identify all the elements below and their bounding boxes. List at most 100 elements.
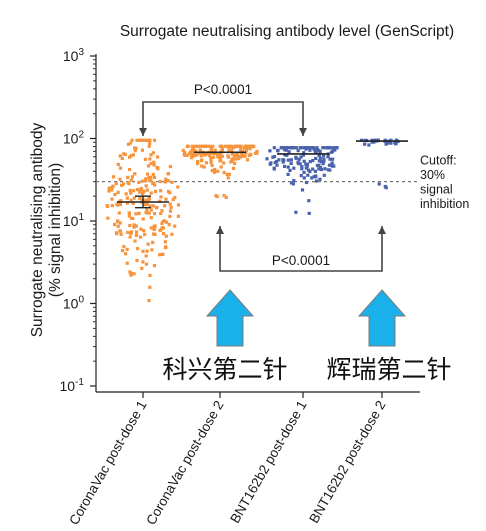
data-point xyxy=(288,168,292,172)
data-point xyxy=(106,204,110,208)
up-arrow-icon xyxy=(205,289,255,347)
data-point xyxy=(118,202,123,206)
data-point xyxy=(308,169,312,174)
data-point xyxy=(236,156,241,161)
data-point xyxy=(281,158,285,162)
comparison-brackets: P<0.0001 P<0.0001 xyxy=(139,82,386,272)
data-point xyxy=(312,148,316,152)
data-point xyxy=(313,169,317,173)
data-point xyxy=(244,144,248,148)
data-point xyxy=(141,249,145,253)
data-point xyxy=(285,146,289,150)
data-point xyxy=(145,198,149,202)
comparison-bracket xyxy=(219,226,383,272)
data-point xyxy=(168,202,172,206)
data-point xyxy=(198,148,202,152)
data-point xyxy=(331,146,335,150)
data-point xyxy=(125,201,129,205)
data-point xyxy=(330,161,334,165)
data-point xyxy=(147,299,151,303)
data-point xyxy=(163,180,167,184)
data-point xyxy=(277,158,281,162)
data-point xyxy=(190,149,194,153)
data-point xyxy=(304,146,308,150)
data-point xyxy=(199,154,203,158)
data-point xyxy=(376,138,380,142)
data-point xyxy=(152,160,156,164)
data-point xyxy=(161,219,165,224)
y-tick-label: 100 xyxy=(63,295,85,312)
data-point xyxy=(321,162,325,166)
data-point xyxy=(130,230,134,234)
data-point xyxy=(395,138,399,142)
data-point xyxy=(141,179,145,183)
data-point xyxy=(129,141,133,145)
data-point xyxy=(239,147,243,151)
data-point xyxy=(151,151,155,155)
data-point xyxy=(227,172,231,176)
data-point xyxy=(246,158,250,162)
comparison-arrowhead xyxy=(299,128,307,136)
data-point xyxy=(196,144,200,148)
cutoff-label-line: Cutoff: xyxy=(420,154,457,168)
data-point xyxy=(322,173,326,177)
data-point xyxy=(220,147,224,151)
data-point xyxy=(160,209,164,213)
data-point xyxy=(135,258,139,263)
data-point xyxy=(138,190,142,194)
data-point xyxy=(141,217,145,221)
data-point xyxy=(271,155,275,159)
data-point xyxy=(156,167,160,171)
y-tick-base: 10 xyxy=(63,296,79,312)
data-point xyxy=(247,153,251,158)
y-tick-exponent: 1 xyxy=(78,212,84,223)
data-point xyxy=(145,202,149,206)
data-point xyxy=(144,262,149,266)
data-point xyxy=(128,270,132,274)
data-point xyxy=(328,157,332,161)
comparison-arrowhead xyxy=(139,128,147,136)
data-point xyxy=(318,150,322,154)
data-point xyxy=(291,182,295,186)
y-axis-label-line-1: Surrogate neutralising antibody xyxy=(29,122,46,337)
data-point xyxy=(130,175,134,179)
data-point xyxy=(322,157,326,161)
data-point xyxy=(297,157,301,161)
data-point xyxy=(168,165,172,169)
data-point xyxy=(239,155,243,159)
data-point xyxy=(126,230,130,234)
data-point xyxy=(275,163,279,167)
data-point xyxy=(116,190,120,194)
data-point xyxy=(125,247,129,251)
data-point xyxy=(370,138,374,142)
data-point xyxy=(272,146,276,150)
data-point xyxy=(326,168,330,172)
data-point xyxy=(373,138,377,142)
data-point xyxy=(328,146,332,150)
data-point xyxy=(163,204,167,208)
data-point xyxy=(126,142,131,146)
data-point xyxy=(276,148,280,152)
data-point xyxy=(289,161,293,165)
data-point xyxy=(237,154,241,158)
data-point xyxy=(171,197,175,202)
data-point xyxy=(283,153,287,157)
y-tick-exponent: -1 xyxy=(75,377,84,388)
data-point xyxy=(326,146,330,150)
data-point xyxy=(148,204,152,208)
data-point xyxy=(127,214,131,218)
comparison-arrowhead xyxy=(216,226,224,234)
data-point xyxy=(283,148,287,152)
data-point xyxy=(146,242,150,246)
data-point xyxy=(219,165,223,169)
data-point xyxy=(116,162,120,166)
data-point xyxy=(279,146,283,150)
y-tick-label: 10-1 xyxy=(60,377,85,394)
data-point xyxy=(186,144,190,148)
data-point xyxy=(322,159,326,163)
data-point xyxy=(384,142,388,146)
data-point xyxy=(200,164,204,168)
data-point xyxy=(170,180,174,184)
data-point xyxy=(188,150,192,154)
data-point xyxy=(166,179,170,183)
